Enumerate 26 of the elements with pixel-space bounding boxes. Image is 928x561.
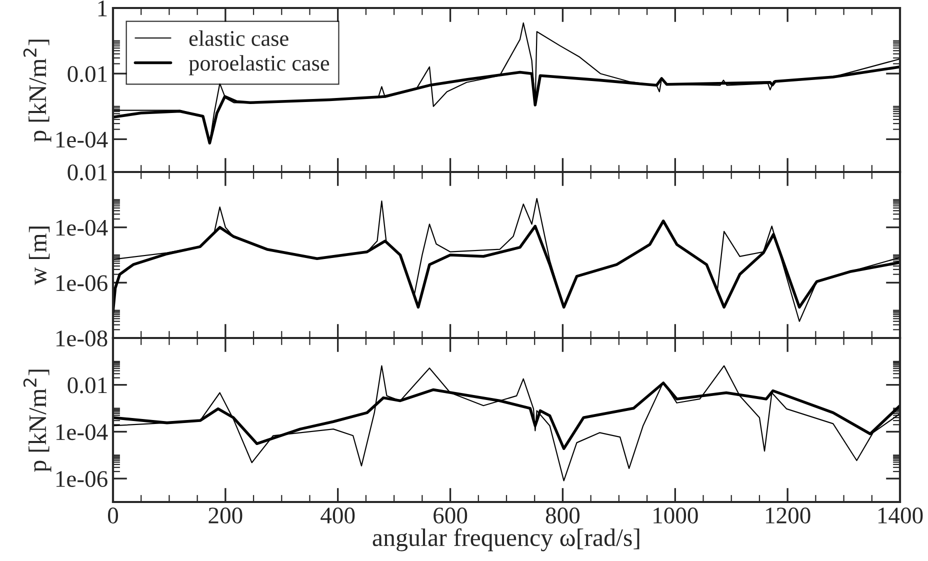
x-tick-label: 1200 [766, 508, 810, 524]
line-series [113, 365, 900, 482]
legend-label: poroelastic case [188, 55, 330, 76]
line-series [113, 198, 900, 322]
x-tick-label: 1400 [878, 508, 923, 524]
x-tick-label: 800 [546, 508, 580, 524]
x-tick-label: 1000 [654, 508, 698, 524]
x-tick-label: 600 [434, 508, 468, 524]
y-tick-label: 1e-06 [56, 275, 108, 292]
y-tick-label: 1e-04 [56, 132, 108, 148]
y-tick-label: 1e-04 [56, 424, 108, 440]
y-tick-label: 0.01 [68, 377, 107, 394]
y-axis-title: p [kN/m$^{2}$] [23, 40, 52, 142]
y-tick-label: 0.01 [68, 164, 107, 181]
x-tick-label: 0 [108, 508, 118, 524]
x-tick-label: 200 [208, 508, 242, 524]
x-tick-label: 400 [320, 508, 355, 524]
y-tick-label: 1e-08 [56, 330, 108, 346]
legend-label: elastic case [189, 30, 288, 46]
y-axis-title: p [kN/m$^{2}$] [23, 370, 52, 472]
y-tick-label: 0.01 [68, 66, 107, 82]
x-axis-title: angular frequency ω[rad/s] [372, 528, 640, 552]
y-tick-label: 1 [98, 0, 107, 16]
y-tick-label: 1e-06 [56, 471, 108, 487]
y-tick-label: 1e-04 [56, 220, 108, 236]
y-axis-title: w [m] [28, 226, 50, 286]
